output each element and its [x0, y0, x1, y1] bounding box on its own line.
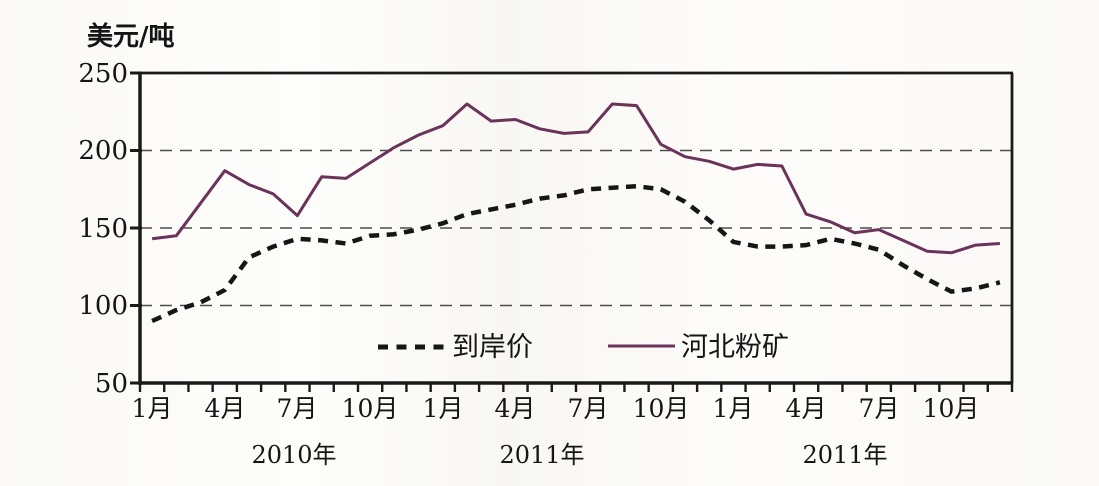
x-tick-label-apr-2010: 4月: [205, 394, 246, 423]
y-tick-label-50: 50: [95, 369, 128, 399]
y-tick-label-250: 250: [78, 59, 128, 89]
year-label-2010: 2010年: [251, 441, 336, 469]
legend-label-hebei-fine-ore: 河北粉矿: [681, 332, 789, 363]
legend-label-cif-price: 到岸价: [452, 332, 533, 363]
x-tick-label-jul-2011: 7月: [568, 394, 609, 423]
x-tick-label-jan-2011: 1月: [423, 394, 464, 423]
x-tick-label-oct-2012: 10月: [923, 394, 980, 423]
axes-layer: [130, 71, 1014, 392]
x-tick-label-jan-2012: 1月: [713, 394, 754, 423]
year-label-2012: 2011年: [802, 441, 887, 469]
x-tick-label-oct-2010: 10月: [342, 394, 399, 423]
y-axis-unit-label: 美元/吨: [87, 21, 175, 52]
gridlines-layer: [140, 149, 1012, 307]
year-label-2011: 2011年: [499, 441, 584, 469]
x-tick-label-oct-2011: 10月: [633, 394, 690, 423]
series-line-hebei-fine-ore: [151, 102, 1000, 255]
x-tick-label-apr-2012: 4月: [786, 394, 827, 423]
series-line-cif-price: [151, 183, 1001, 324]
x-tick-label-apr-2011: 4月: [495, 394, 536, 423]
y-tick-label-100: 100: [78, 291, 128, 321]
x-tick-label-jul-2012: 7月: [859, 394, 900, 423]
y-tick-label-150: 150: [78, 214, 128, 244]
y-tick-label-200: 200: [78, 136, 128, 166]
legend-swatch-layer: [378, 344, 675, 350]
data-series-layer: [151, 102, 1001, 324]
x-tick-label-jan-2010: 1月: [132, 394, 173, 423]
x-tick-label-jul-2010: 7月: [277, 394, 318, 423]
